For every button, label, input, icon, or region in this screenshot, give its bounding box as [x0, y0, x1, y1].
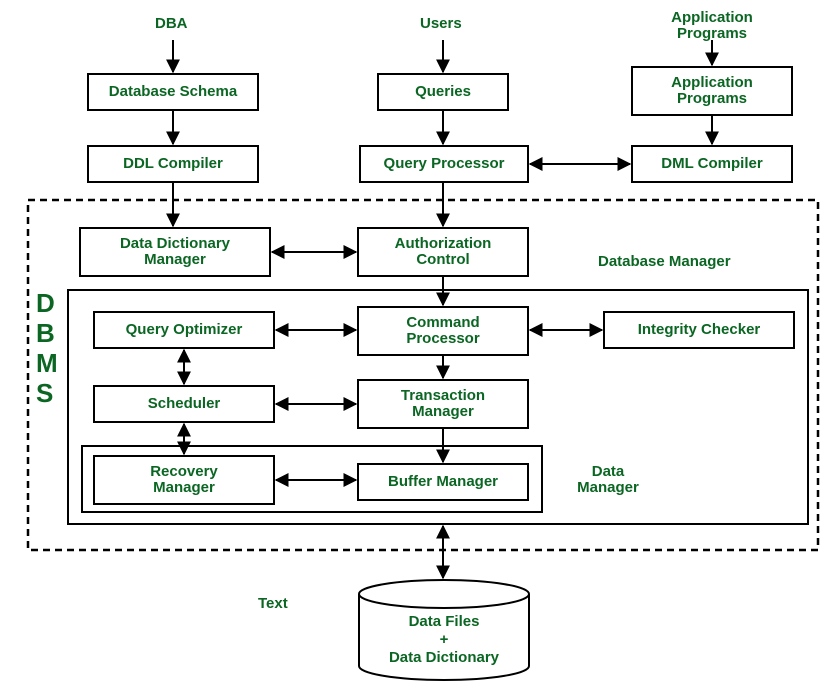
svg-text:+: +: [440, 631, 449, 648]
svg-text:Database Schema: Database Schema: [109, 83, 238, 100]
svg-text:Buffer Manager: Buffer Manager: [388, 473, 498, 490]
svg-text:Integrity Checker: Integrity Checker: [638, 321, 761, 338]
node-transaction-manager: TransactionManager: [358, 380, 528, 428]
svg-text:Query Optimizer: Query Optimizer: [126, 321, 243, 338]
node-application-programs: ApplicationPrograms: [632, 67, 792, 115]
svg-text:Data Files: Data Files: [409, 613, 480, 630]
text-label: Text: [258, 595, 288, 612]
dbms-label: DBMS: [36, 288, 58, 408]
node-dml-compiler: DML Compiler: [632, 146, 792, 182]
node-query-optimizer: Query Optimizer: [94, 312, 274, 348]
node-command-processor: CommandProcessor: [358, 307, 528, 355]
database-manager-label: Database Manager: [598, 253, 731, 270]
svg-text:Query Processor: Query Processor: [384, 155, 505, 172]
node-ddl-compiler: DDL Compiler: [88, 146, 258, 182]
node-data-dictionary-manager: Data DictionaryManager: [80, 228, 270, 276]
node-database-schema: Database Schema: [88, 74, 258, 110]
node-recovery-manager: RecoveryManager: [94, 456, 274, 504]
svg-text:RecoveryManager: RecoveryManager: [150, 463, 218, 496]
svg-text:Queries: Queries: [415, 83, 471, 100]
svg-text:CommandProcessor: CommandProcessor: [406, 314, 480, 347]
node-data-files-cylinder: Data Files + Data Dictionary: [359, 580, 529, 680]
application-programs-label: ApplicationPrograms: [671, 9, 753, 42]
users-label: Users: [420, 15, 462, 32]
svg-text:Scheduler: Scheduler: [148, 395, 221, 412]
dbms-architecture-diagram: DBA Users ApplicationPrograms Database M…: [0, 0, 830, 696]
data-manager-label: DataManager: [577, 463, 639, 496]
svg-text:DDL Compiler: DDL Compiler: [123, 155, 223, 172]
node-queries: Queries: [378, 74, 508, 110]
node-authorization-control: AuthorizationControl: [358, 228, 528, 276]
svg-text:ApplicationPrograms: ApplicationPrograms: [671, 74, 753, 107]
svg-text:Data Dictionary: Data Dictionary: [389, 649, 500, 666]
node-query-processor: Query Processor: [360, 146, 528, 182]
node-buffer-manager: Buffer Manager: [358, 464, 528, 500]
svg-text:TransactionManager: TransactionManager: [401, 387, 485, 420]
dba-label: DBA: [155, 15, 188, 32]
svg-text:DML Compiler: DML Compiler: [661, 155, 763, 172]
node-integrity-checker: Integrity Checker: [604, 312, 794, 348]
node-scheduler: Scheduler: [94, 386, 274, 422]
